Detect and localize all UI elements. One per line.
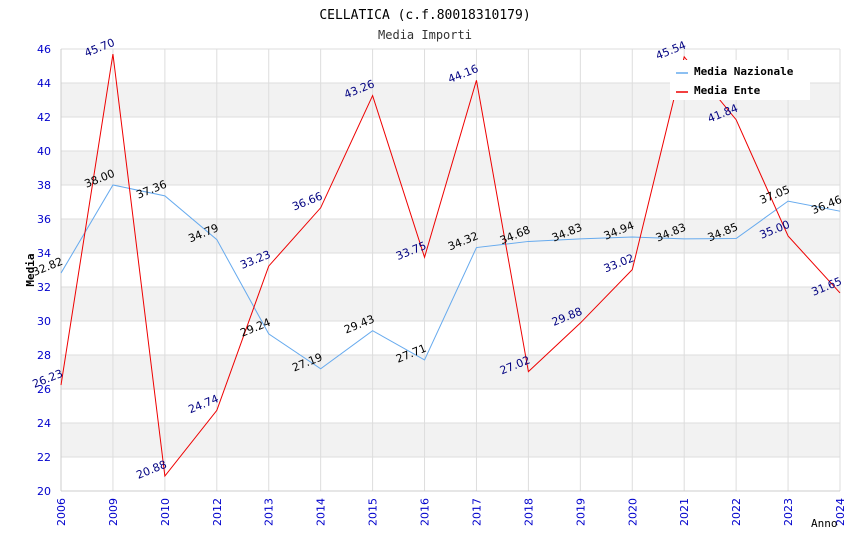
data-label: 20.88: [135, 458, 169, 482]
y-tick-label: 30: [37, 315, 51, 328]
x-tick-label: 2020: [626, 498, 639, 526]
band: [61, 219, 840, 253]
x-tick-label: 2018: [522, 498, 535, 526]
x-tick-label: 2024: [834, 498, 847, 526]
y-tick-label: 42: [37, 111, 51, 124]
y-tick-label: 28: [37, 349, 51, 362]
plot-bands: [61, 83, 840, 457]
y-tick-label: 32: [37, 281, 51, 294]
data-label: 36.46: [810, 193, 844, 217]
y-tick-label: 24: [37, 417, 51, 430]
x-tick-label: 2015: [367, 498, 380, 526]
x-tick-label: 2010: [159, 498, 172, 526]
y-tick-label: 44: [37, 77, 51, 90]
y-tick-label: 26: [37, 383, 51, 396]
legend-box: [670, 60, 810, 100]
legend-label-nazionale: Media Nazionale: [694, 65, 794, 78]
x-tick-label: 2021: [678, 498, 691, 526]
y-axis-label: Media: [24, 253, 37, 286]
chart-subtitle: Media Importi: [378, 28, 472, 42]
data-label: 45.70: [83, 36, 117, 60]
x-tick-label: 2012: [211, 498, 224, 526]
legend-label-ente: Media Ente: [694, 84, 761, 97]
y-tick-label: 38: [37, 179, 51, 192]
data-label: 37.05: [758, 183, 792, 207]
x-tick-label: 2014: [315, 498, 328, 526]
x-tick-label: 2006: [55, 498, 68, 526]
axes: [60, 49, 840, 492]
x-tick-label: 2017: [470, 498, 483, 526]
chart-title: CELLATICA (c.f.80018310179): [319, 8, 530, 23]
y-tick-label: 22: [37, 451, 51, 464]
x-tick-label: 2019: [574, 498, 587, 526]
series-line-media-nazionale: [60, 184, 841, 370]
x-tick-label: 2023: [782, 498, 795, 526]
legend: Media Nazionale Media Ente: [670, 60, 810, 100]
x-tick-label: 2022: [730, 498, 743, 526]
y-tick-label: 34: [37, 247, 51, 260]
y-tick-label: 40: [37, 145, 51, 158]
data-label: 45.54: [654, 39, 688, 63]
y-tick-label: 46: [37, 43, 51, 56]
data-label: 44.16: [446, 62, 480, 86]
band: [61, 423, 840, 457]
x-tick-label: 2013: [263, 498, 276, 526]
x-axis-label: Anno: [811, 517, 838, 530]
x-tick-label: 2009: [107, 498, 120, 526]
x-tick-label: 2016: [419, 498, 432, 526]
band: [61, 355, 840, 389]
y-tick-label: 36: [37, 213, 51, 226]
y-tick-label: 20: [37, 485, 51, 498]
